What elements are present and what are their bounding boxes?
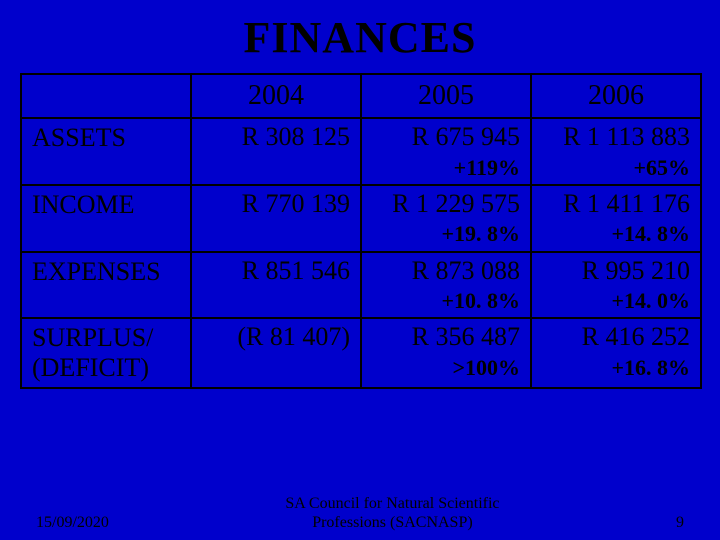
header-2005: 2005 [361, 74, 531, 118]
income-2004: R 770 139 [191, 185, 361, 252]
label-surplus: SURPLUS/ (DEFICIT) [21, 318, 191, 388]
cell-pct: +14. 8% [542, 222, 690, 246]
expenses-2006: R 995 210 +14. 0% [531, 252, 701, 319]
cell-value: R 851 546 [202, 257, 350, 286]
row-income: INCOME R 770 139 R 1 229 575 +19. 8% R 1… [21, 185, 701, 252]
footer-date: 15/09/2020 [36, 514, 109, 532]
slide-footer: 15/09/2020 SA Council for Natural Scient… [0, 494, 720, 532]
income-2005: R 1 229 575 +19. 8% [361, 185, 531, 252]
footer-org-line1: SA Council for Natural Scientific [285, 495, 499, 512]
income-2006: R 1 411 176 +14. 8% [531, 185, 701, 252]
footer-org-line2: Professions (SACNASP) [312, 514, 472, 531]
expenses-2004: R 851 546 [191, 252, 361, 319]
cell-value: R 770 139 [202, 190, 350, 219]
assets-2004: R 308 125 [191, 118, 361, 185]
cell-value: R 356 487 [372, 323, 520, 352]
slide-title: FINANCES [20, 12, 700, 63]
footer-org: SA Council for Natural Scientific Profes… [109, 494, 676, 532]
surplus-2006: R 416 252 +16. 8% [531, 318, 701, 388]
cell-value: R 873 088 [372, 257, 520, 286]
cell-value: R 416 252 [542, 323, 690, 352]
row-assets: ASSETS R 308 125 R 675 945 +119% R 1 113… [21, 118, 701, 185]
cell-value: R 675 945 [372, 123, 520, 152]
table-header-row: 2004 2005 2006 [21, 74, 701, 118]
cell-value: R 1 229 575 [372, 190, 520, 219]
cell-value: (R 81 407) [202, 323, 350, 352]
cell-pct: +19. 8% [372, 222, 520, 246]
header-2006: 2006 [531, 74, 701, 118]
cell-pct: +10. 8% [372, 289, 520, 313]
cell-value: R 1 411 176 [542, 190, 690, 219]
cell-pct: +65% [542, 156, 690, 180]
cell-pct: >100% [372, 356, 520, 380]
header-blank [21, 74, 191, 118]
cell-pct: +119% [372, 156, 520, 180]
slide: FINANCES 2004 2005 2006 ASSETS R 308 125… [0, 0, 720, 540]
cell-value: R 308 125 [202, 123, 350, 152]
row-surplus: SURPLUS/ (DEFICIT) (R 81 407) R 356 487 … [21, 318, 701, 388]
assets-2006: R 1 113 883 +65% [531, 118, 701, 185]
cell-value: R 1 113 883 [542, 123, 690, 152]
label-assets: ASSETS [21, 118, 191, 185]
surplus-2005: R 356 487 >100% [361, 318, 531, 388]
assets-2005: R 675 945 +119% [361, 118, 531, 185]
footer-page-number: 9 [676, 514, 684, 532]
header-2004: 2004 [191, 74, 361, 118]
label-expenses: EXPENSES [21, 252, 191, 319]
cell-pct: +14. 0% [542, 289, 690, 313]
surplus-2004: (R 81 407) [191, 318, 361, 388]
cell-pct: +16. 8% [542, 356, 690, 380]
finances-table: 2004 2005 2006 ASSETS R 308 125 R 675 94… [20, 73, 702, 389]
cell-value: R 995 210 [542, 257, 690, 286]
label-income: INCOME [21, 185, 191, 252]
row-expenses: EXPENSES R 851 546 R 873 088 +10. 8% R 9… [21, 252, 701, 319]
expenses-2005: R 873 088 +10. 8% [361, 252, 531, 319]
